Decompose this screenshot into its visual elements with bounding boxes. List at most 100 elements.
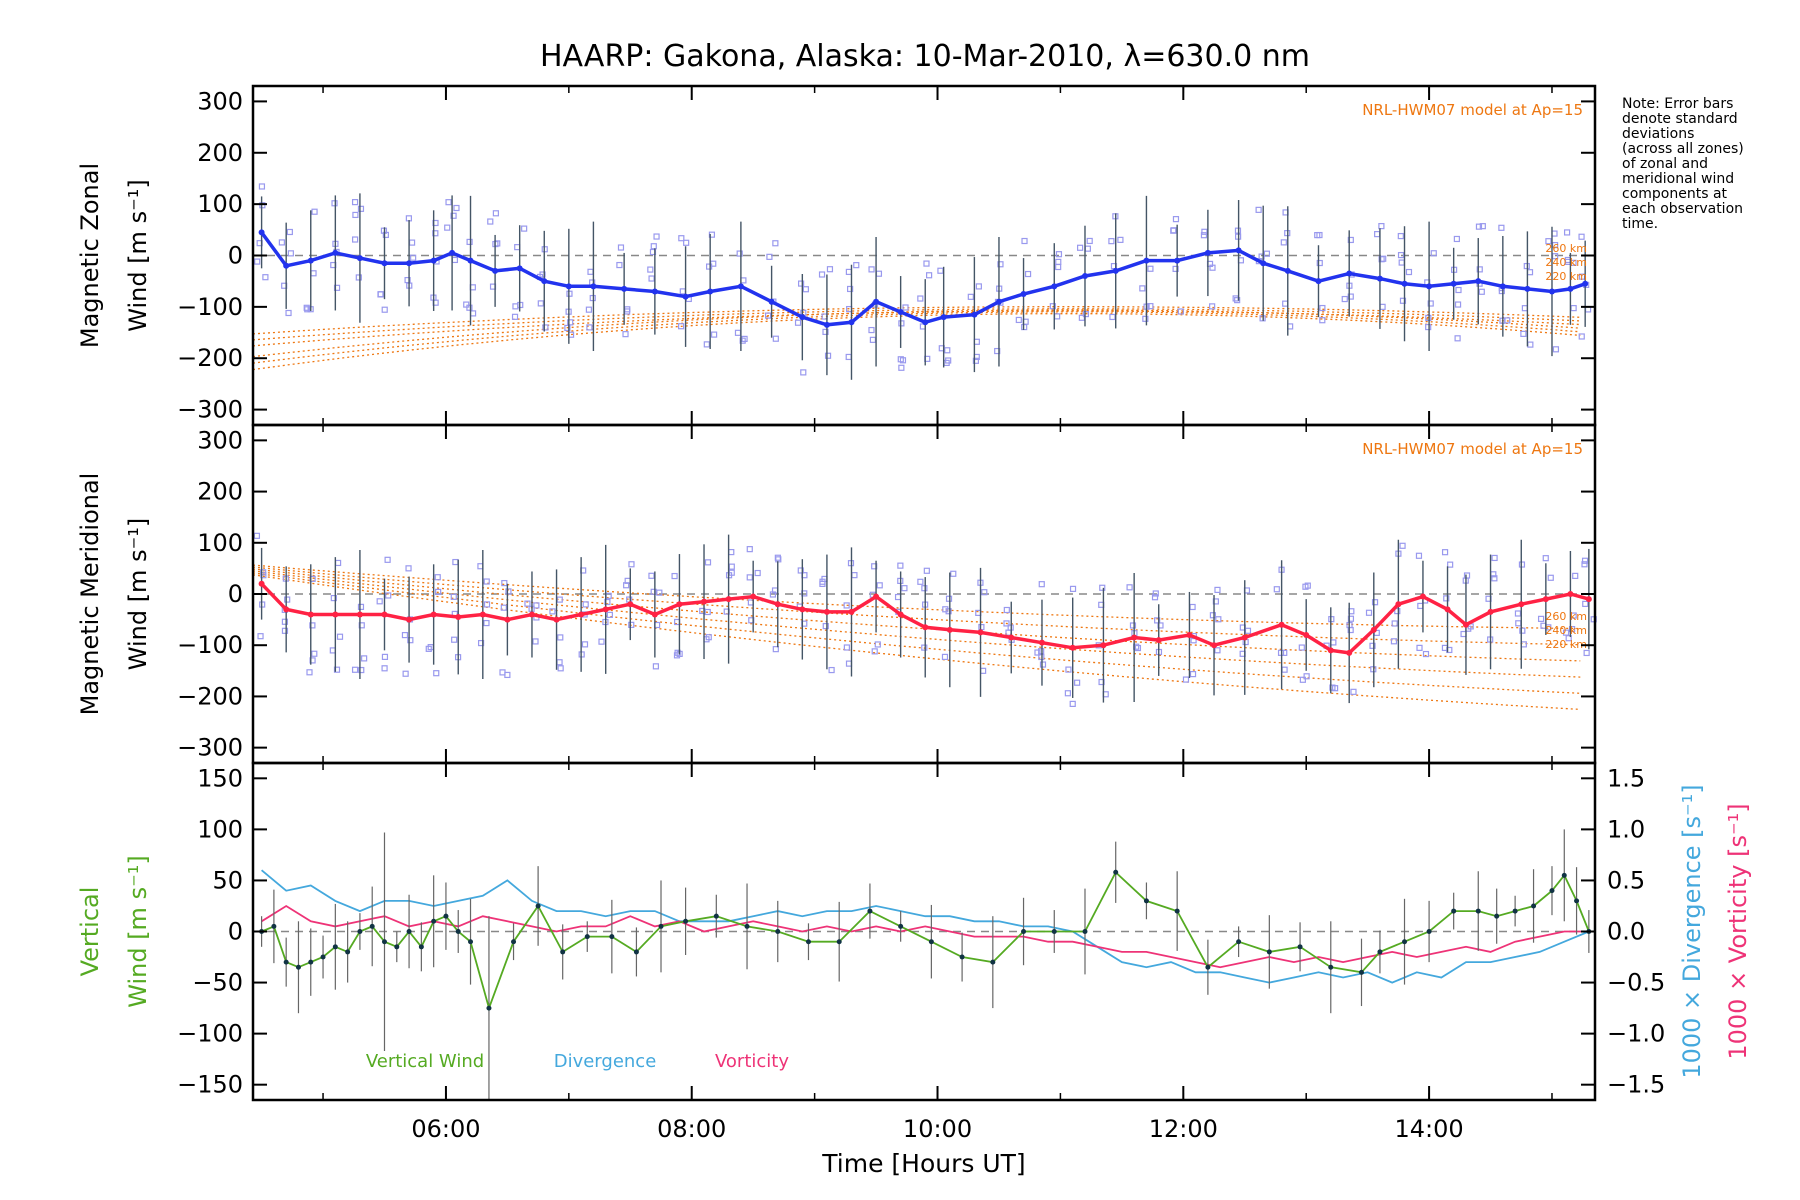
zone-sample bbox=[408, 239, 416, 246]
wind-point bbox=[356, 255, 363, 262]
y2-tick-label: 0.5 bbox=[1607, 866, 1645, 894]
zone-sample bbox=[653, 233, 660, 240]
zone-sample bbox=[622, 331, 629, 338]
zone-sample bbox=[764, 312, 772, 319]
vertical-wind-point bbox=[1377, 949, 1383, 955]
vertical-wind-point bbox=[990, 959, 996, 965]
wind-point bbox=[283, 262, 290, 269]
wind-point bbox=[1235, 247, 1242, 254]
zone-sample bbox=[514, 244, 521, 251]
zone-sample bbox=[818, 271, 826, 278]
y-tick-label: 300 bbox=[197, 87, 243, 115]
wind-point bbox=[307, 257, 314, 264]
zone-sample bbox=[352, 211, 359, 219]
y-axis-label: Magnetic Meridional bbox=[76, 473, 104, 716]
vertical-wind-point bbox=[1494, 913, 1500, 919]
wind-point bbox=[823, 608, 830, 615]
zone-sample bbox=[972, 357, 979, 364]
zone-sample bbox=[286, 228, 293, 236]
wind-point bbox=[971, 311, 978, 318]
zone-sample bbox=[874, 641, 881, 648]
model-curve bbox=[252, 309, 1581, 358]
zone-sample bbox=[628, 561, 635, 568]
zone-sample bbox=[253, 532, 261, 539]
zone-sample bbox=[845, 660, 853, 667]
zone-sample bbox=[711, 331, 718, 338]
zone-sample bbox=[1552, 346, 1560, 353]
zone-sample bbox=[704, 559, 712, 566]
zone-sample bbox=[1209, 612, 1217, 619]
y-tick-label: −100 bbox=[177, 1020, 243, 1048]
zone-sample bbox=[1314, 232, 1321, 239]
zone-sample bbox=[433, 670, 440, 677]
vorticity-line bbox=[261, 904, 1589, 969]
legend-entry: Vorticity bbox=[715, 1051, 789, 1072]
vertical-wind-point bbox=[1328, 964, 1334, 970]
model-alt-label: 240 km bbox=[1545, 624, 1587, 637]
zone-sample bbox=[410, 254, 417, 261]
wind-point bbox=[873, 298, 880, 305]
zone-sample bbox=[824, 352, 832, 359]
y-tick-label: −100 bbox=[177, 293, 243, 321]
zone-sample bbox=[843, 602, 850, 609]
vertical-wind-point bbox=[535, 903, 541, 909]
zone-sample bbox=[524, 600, 531, 607]
wind-point bbox=[479, 611, 486, 618]
zone-sample bbox=[331, 200, 338, 207]
zone-sample bbox=[407, 637, 414, 644]
zone-sample bbox=[1147, 303, 1154, 310]
zone-sample bbox=[1514, 610, 1522, 617]
zone-sample bbox=[1581, 561, 1588, 568]
model-curve bbox=[252, 308, 1581, 341]
model-alt-label: 220 km bbox=[1545, 270, 1587, 283]
zone-sample bbox=[585, 306, 593, 313]
wind-point bbox=[1419, 593, 1426, 600]
zone-sample bbox=[1365, 609, 1373, 616]
zone-sample bbox=[281, 627, 289, 634]
wind-point bbox=[1260, 260, 1267, 267]
wind-point bbox=[430, 257, 437, 264]
vertical-wind-point bbox=[1174, 908, 1180, 914]
vertical-wind-point bbox=[271, 923, 277, 929]
zone-sample bbox=[1397, 232, 1404, 240]
zone-sample bbox=[504, 671, 511, 679]
zone-sample bbox=[333, 666, 341, 673]
zone-sample bbox=[1521, 305, 1529, 312]
zone-sample bbox=[469, 310, 477, 317]
wind-point bbox=[602, 606, 609, 613]
zone-sample bbox=[1109, 313, 1116, 321]
zone-sample bbox=[451, 256, 459, 264]
vertical-wind-point bbox=[455, 929, 461, 934]
note-line: Note: Error bars bbox=[1622, 96, 1733, 112]
zone-sample bbox=[1177, 308, 1184, 315]
vertical-wind-point bbox=[633, 949, 639, 955]
model-curve bbox=[252, 313, 1581, 371]
zone-sample bbox=[1453, 235, 1460, 243]
y2-tick-label: 0.0 bbox=[1607, 918, 1645, 946]
zone-sample bbox=[1319, 304, 1326, 312]
zone-sample bbox=[1134, 644, 1142, 652]
wind-point bbox=[922, 319, 929, 326]
zone-sample bbox=[492, 210, 499, 217]
note-line: meridional wind bbox=[1622, 171, 1734, 187]
zone-sample bbox=[1201, 228, 1208, 235]
zone-sample bbox=[1378, 256, 1385, 263]
zone-sample bbox=[623, 582, 630, 589]
zone-sample bbox=[542, 324, 549, 331]
vertical-wind-point bbox=[345, 949, 351, 955]
model-curve bbox=[252, 568, 1581, 662]
zone-sample bbox=[1491, 575, 1498, 582]
zone-sample bbox=[1455, 286, 1462, 294]
zone-sample bbox=[1209, 303, 1216, 310]
zone-sample bbox=[483, 578, 490, 585]
zone-sample bbox=[1281, 666, 1288, 673]
x-tick-label: 06:00 bbox=[411, 1115, 480, 1143]
legend-entry: Vertical Wind bbox=[366, 1051, 484, 1072]
vertical-wind-point bbox=[1143, 898, 1149, 904]
zone-sample bbox=[581, 641, 589, 648]
zone-sample bbox=[1542, 555, 1549, 562]
zone-sample bbox=[1405, 268, 1413, 276]
zone-sample bbox=[1232, 295, 1239, 302]
vertical-wind-point bbox=[357, 929, 363, 934]
